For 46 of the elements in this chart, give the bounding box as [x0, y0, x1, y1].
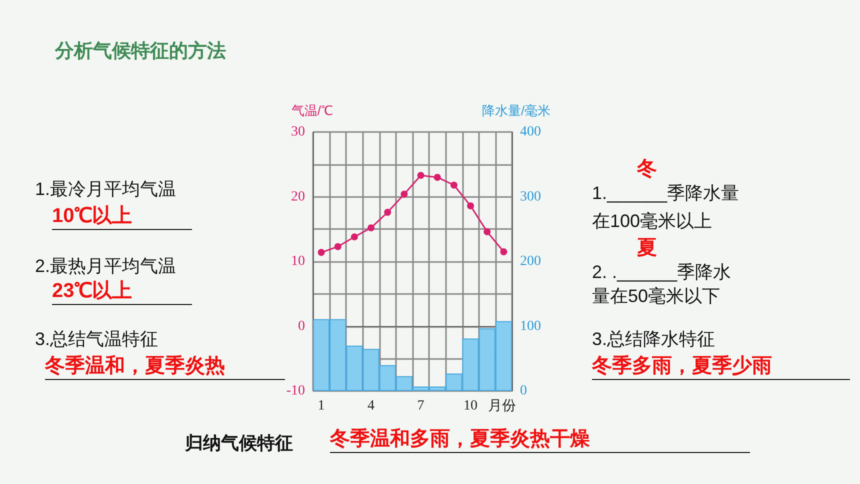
text: 1.______季降水量: [592, 182, 740, 205]
y2-tick-label: 100: [520, 318, 541, 334]
y-tick-label: 10: [291, 254, 305, 269]
y2-tick-label: 400: [520, 124, 541, 140]
text: 夏: [637, 236, 657, 261]
point: [334, 243, 342, 250]
text: 量在50毫米以下: [592, 285, 720, 308]
x-axis-title: 月份: [488, 397, 516, 415]
text: 10℃以上: [52, 203, 192, 230]
point: [500, 248, 508, 256]
text: 3.总结气温特征: [35, 328, 158, 351]
y2-axis-title: 降水量/毫米: [482, 103, 551, 118]
point: [467, 202, 474, 210]
text: 归纳气候特征: [185, 432, 293, 455]
y2-tick-label: 200: [520, 254, 541, 269]
point: [400, 190, 408, 198]
point: [417, 172, 424, 179]
y2-tick-label: 300: [520, 189, 541, 204]
y-tick-label: -10: [286, 384, 305, 398]
text: 在100毫米以上: [592, 210, 712, 233]
text: 冬: [637, 157, 657, 182]
y2-tick-label: 0: [520, 384, 527, 398]
point: [318, 248, 325, 256]
text: 23℃以上: [52, 278, 192, 305]
point: [384, 208, 392, 216]
y-tick-label: 30: [291, 124, 305, 140]
y-tick-label: 0: [298, 318, 305, 334]
point: [450, 182, 458, 189]
text: 2. .______季降水: [592, 261, 732, 284]
text: 冬季温和，夏季炎热: [45, 353, 285, 380]
text: 1.最冷月平均气温: [35, 178, 176, 201]
x-tick-label: 10: [464, 398, 478, 414]
text: 分析气候特征的方法: [55, 40, 226, 64]
text: 2.最热月平均气温: [35, 255, 176, 278]
point: [484, 228, 491, 236]
point: [434, 174, 441, 181]
y-tick-label: 20: [291, 189, 305, 204]
x-tick-label: 4: [368, 398, 375, 414]
point: [368, 224, 375, 232]
text: 冬季温和多雨，夏季炎热干燥: [330, 426, 750, 453]
point: [350, 233, 358, 240]
x-tick-label: 7: [417, 398, 424, 414]
text: 冬季多雨，夏季少雨: [592, 353, 850, 380]
y-axis-title: 气温/℃: [291, 103, 333, 118]
x-tick-label: 1: [318, 398, 325, 414]
text: 3.总结降水特征: [592, 328, 716, 351]
